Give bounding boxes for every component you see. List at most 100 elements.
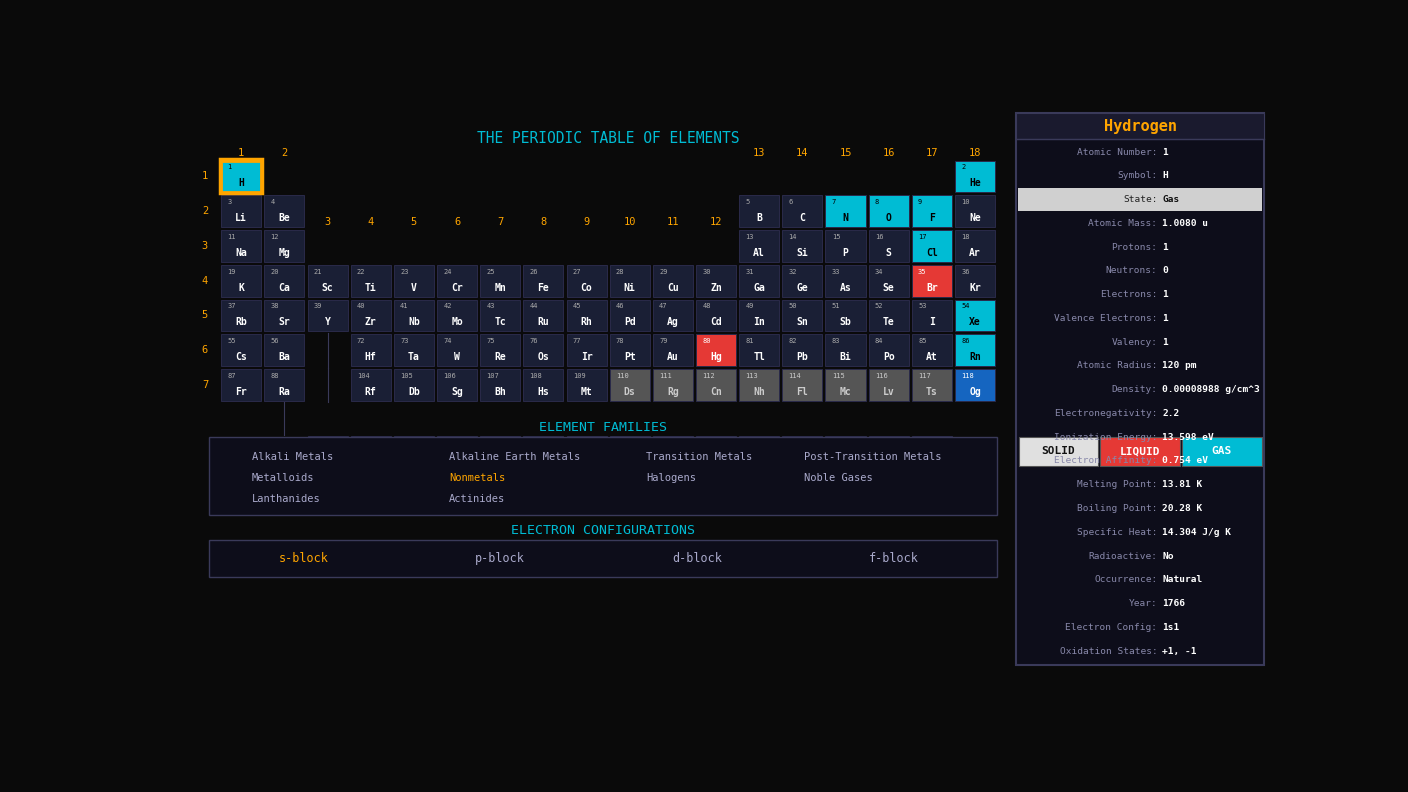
Bar [825,196,866,227]
Text: I: I [929,318,935,327]
Bar [351,334,391,366]
Bar [351,265,391,296]
Text: 46: 46 [615,303,624,310]
Text: 89: 89 [314,475,322,481]
Text: Neutrons:: Neutrons: [1105,266,1157,276]
Bar [265,369,304,401]
Bar [610,265,649,296]
Text: 7: 7 [497,217,503,227]
Text: As: As [839,283,852,293]
Text: Hg: Hg [710,352,722,362]
Bar [825,230,866,262]
Text: Density:: Density: [1111,385,1157,394]
Text: Og: Og [969,387,981,397]
Text: Y: Y [325,318,331,327]
Text: 34: 34 [874,268,883,275]
Text: Toggle Display Mode: </> (slash) or: Toggle Display Mode: </> (slash) or [1019,513,1229,523]
Text: 87: 87 [228,373,237,379]
Text: 38: 38 [270,303,279,310]
Text: Rn: Rn [969,352,981,362]
Bar [524,265,563,296]
Text: DISPLAY MODE: DISPLAY MODE [1093,421,1188,434]
Bar [1017,113,1264,665]
Text: 88: 88 [270,373,279,379]
Text: 1: 1 [1163,242,1169,252]
Text: Fm: Fm [797,489,808,499]
Text: d-block: d-block [672,552,722,565]
Text: Na: Na [235,248,248,258]
Bar [912,436,952,468]
Text: 86: 86 [962,338,970,345]
Text: La: La [321,454,334,464]
Text: Nd: Nd [451,454,463,464]
Text: In: In [753,318,765,327]
Text: Ds: Ds [624,387,635,397]
Text: Zn: Zn [710,283,722,293]
Bar [221,369,262,401]
Text: Fe: Fe [538,283,549,293]
Text: 14: 14 [788,234,797,240]
Text: 7: 7 [832,199,836,205]
Text: Oxidation States:: Oxidation States: [1060,646,1157,656]
Bar [394,471,434,503]
Text: Br: Br [926,283,938,293]
Bar [653,299,693,331]
Text: 42: 42 [444,303,452,310]
Text: Ts: Ts [926,387,938,397]
Bar [524,299,563,331]
Bar [480,265,520,296]
Text: 68: 68 [788,440,797,446]
Text: Eu: Eu [580,454,593,464]
Text: Gas: Gas [1163,195,1180,204]
Text: Ba: Ba [279,352,290,362]
Text: <\> (backslash): <\> (backslash) [1019,532,1229,543]
Text: 73: 73 [400,338,408,345]
Text: Valence Electrons:: Valence Electrons: [1055,314,1157,323]
Text: 37: 37 [228,303,237,310]
Text: Fl: Fl [797,387,808,397]
Bar [566,265,607,296]
Text: f-block: f-block [869,552,919,565]
Bar [912,471,952,503]
Bar [783,369,822,401]
Bar [1018,188,1263,211]
Text: 45: 45 [573,303,582,310]
Text: 95: 95 [573,475,582,481]
Text: Tl: Tl [753,352,765,362]
Bar [208,540,997,577]
Bar [351,369,391,401]
Text: Hydrogen: Hydrogen [1104,119,1177,134]
Bar [221,230,262,262]
Text: 1: 1 [238,148,245,158]
Text: Sc: Sc [321,283,334,293]
Text: 13.81 K: 13.81 K [1163,480,1202,489]
Text: CONTROLS: CONTROLS [1108,476,1171,489]
Bar [783,334,822,366]
Text: ELECTRON CONFIGURATIONS: ELECTRON CONFIGURATIONS [511,524,694,537]
Bar [351,471,391,503]
Text: 13: 13 [745,234,753,240]
Text: 117: 117 [918,373,931,379]
Text: 1: 1 [1163,147,1169,157]
Text: SOLID: SOLID [1042,446,1076,456]
Text: B: B [756,213,762,223]
Bar [783,436,822,468]
Text: 1: 1 [228,165,232,170]
Text: 0.00008988 g/cm^3: 0.00008988 g/cm^3 [1163,385,1260,394]
Text: Sn: Sn [797,318,808,327]
Bar [825,471,866,503]
Text: 67: 67 [745,440,753,446]
Text: 64: 64 [615,440,624,446]
Text: Bh: Bh [494,387,505,397]
Text: P: P [842,248,849,258]
Bar [610,299,649,331]
Text: 1: 1 [201,171,208,181]
Text: 60: 60 [444,440,452,446]
Text: 2: 2 [201,206,208,216]
Text: 31: 31 [745,268,753,275]
Text: 101: 101 [832,475,845,481]
Text: H: H [1163,171,1169,181]
Bar [480,299,520,331]
Text: 96: 96 [615,475,624,481]
Text: Md: Md [839,489,852,499]
